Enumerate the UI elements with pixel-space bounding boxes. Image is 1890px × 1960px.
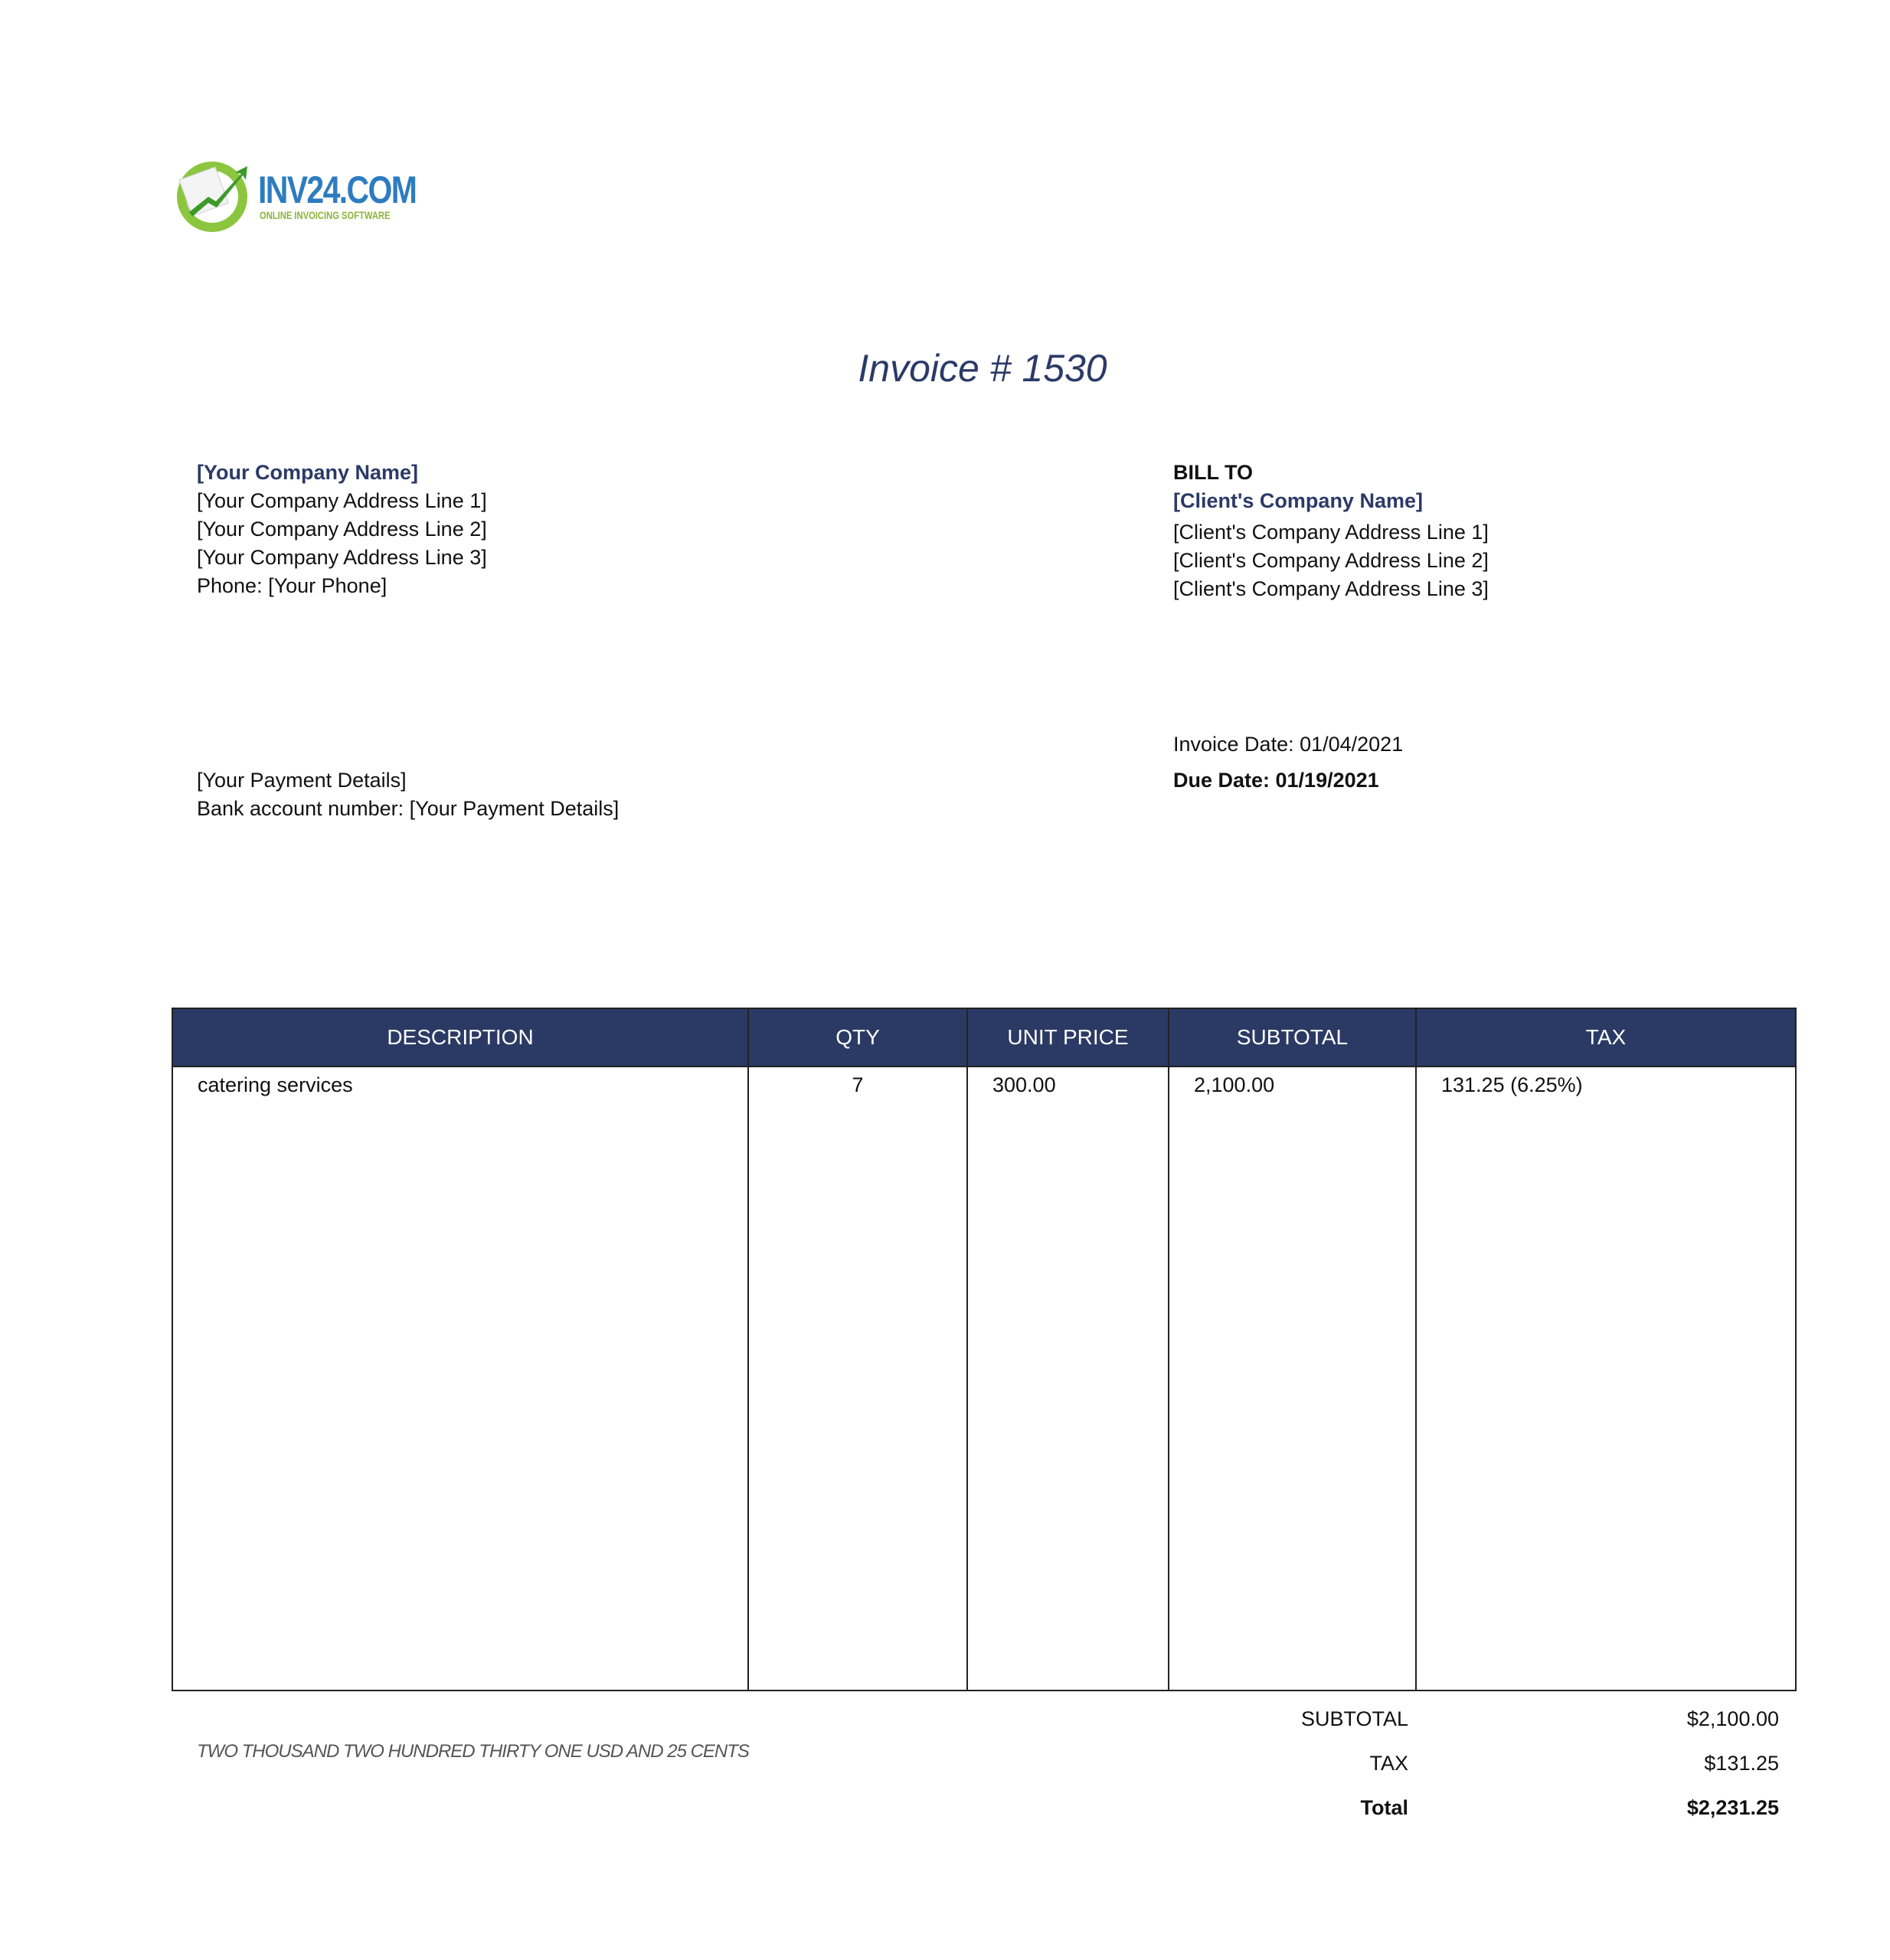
items-table: DESCRIPTION QTY UNIT PRICE SUBTOTAL TAX … (172, 1008, 1797, 1691)
client-address-line: [Client's Company Address Line 3] (1173, 577, 1489, 600)
column-header-subtotal: SUBTOTAL (1168, 1008, 1417, 1067)
company-phone: Phone: [Your Phone] (197, 574, 387, 597)
column-header-unit-price: UNIT PRICE (966, 1008, 1169, 1067)
tax-value: $131.25 (1704, 1752, 1779, 1775)
client-address-line: [Client's Company Address Line 1] (1173, 521, 1489, 544)
payment-details: [Your Payment Details] (197, 769, 407, 792)
bill-to-block: BILL TO [Client's Company Name] [Client'… (1173, 459, 1489, 603)
logo-tagline: ONLINE INVOICING SOFTWARE (260, 209, 391, 221)
company-address-line: [Your Company Address Line 2] (197, 518, 487, 541)
company-address-line: [Your Company Address Line 3] (197, 546, 487, 569)
table-header-row: DESCRIPTION QTY UNIT PRICE SUBTOTAL TAX (172, 1008, 1797, 1067)
company-logo: INV24.COM ONLINE INVOICING SOFTWARE (174, 157, 417, 234)
client-name: [Client's Company Name] (1173, 489, 1423, 512)
cell-unit-price: 300.00 (966, 1067, 1169, 1691)
cell-description: catering services (172, 1067, 749, 1691)
client-address-line: [Client's Company Address Line 2] (1173, 549, 1489, 572)
tax-label: TAX (1369, 1752, 1408, 1775)
company-block: [Your Company Name] [Your Company Addres… (197, 459, 487, 600)
company-name: [Your Company Name] (197, 461, 419, 484)
subtotal-value: $2,100.00 (1686, 1707, 1779, 1730)
cell-tax: 131.25 (6.25%) (1415, 1067, 1797, 1691)
column-header-qty: QTY (747, 1008, 968, 1067)
table-row: catering services 7 300.00 2,100.00 131.… (172, 1067, 1797, 1691)
bank-account: Bank account number: [Your Payment Detai… (197, 797, 620, 820)
invoice-title: Invoice # 1530 (858, 347, 1107, 390)
amount-in-words: TWO THOUSAND TWO HUNDRED THIRTY ONE USD … (197, 1741, 750, 1762)
logo-brand: INV24.COM (258, 168, 417, 211)
subtotal-label: SUBTOTAL (1300, 1707, 1408, 1730)
due-date: Due Date: 01/19/2021 (1173, 769, 1379, 792)
company-address-line: [Your Company Address Line 1] (197, 489, 487, 512)
cell-qty: 7 (747, 1067, 968, 1691)
bill-to-heading: BILL TO (1173, 461, 1254, 484)
logo-icon (177, 162, 247, 232)
total-label: Total (1360, 1796, 1409, 1819)
cell-subtotal: 2,100.00 (1168, 1067, 1417, 1691)
total-value: $2,231.25 (1686, 1796, 1779, 1819)
column-header-tax: TAX (1415, 1008, 1797, 1067)
invoice-date: Invoice Date: 01/04/2021 (1173, 733, 1404, 756)
column-header-description: DESCRIPTION (172, 1008, 749, 1067)
